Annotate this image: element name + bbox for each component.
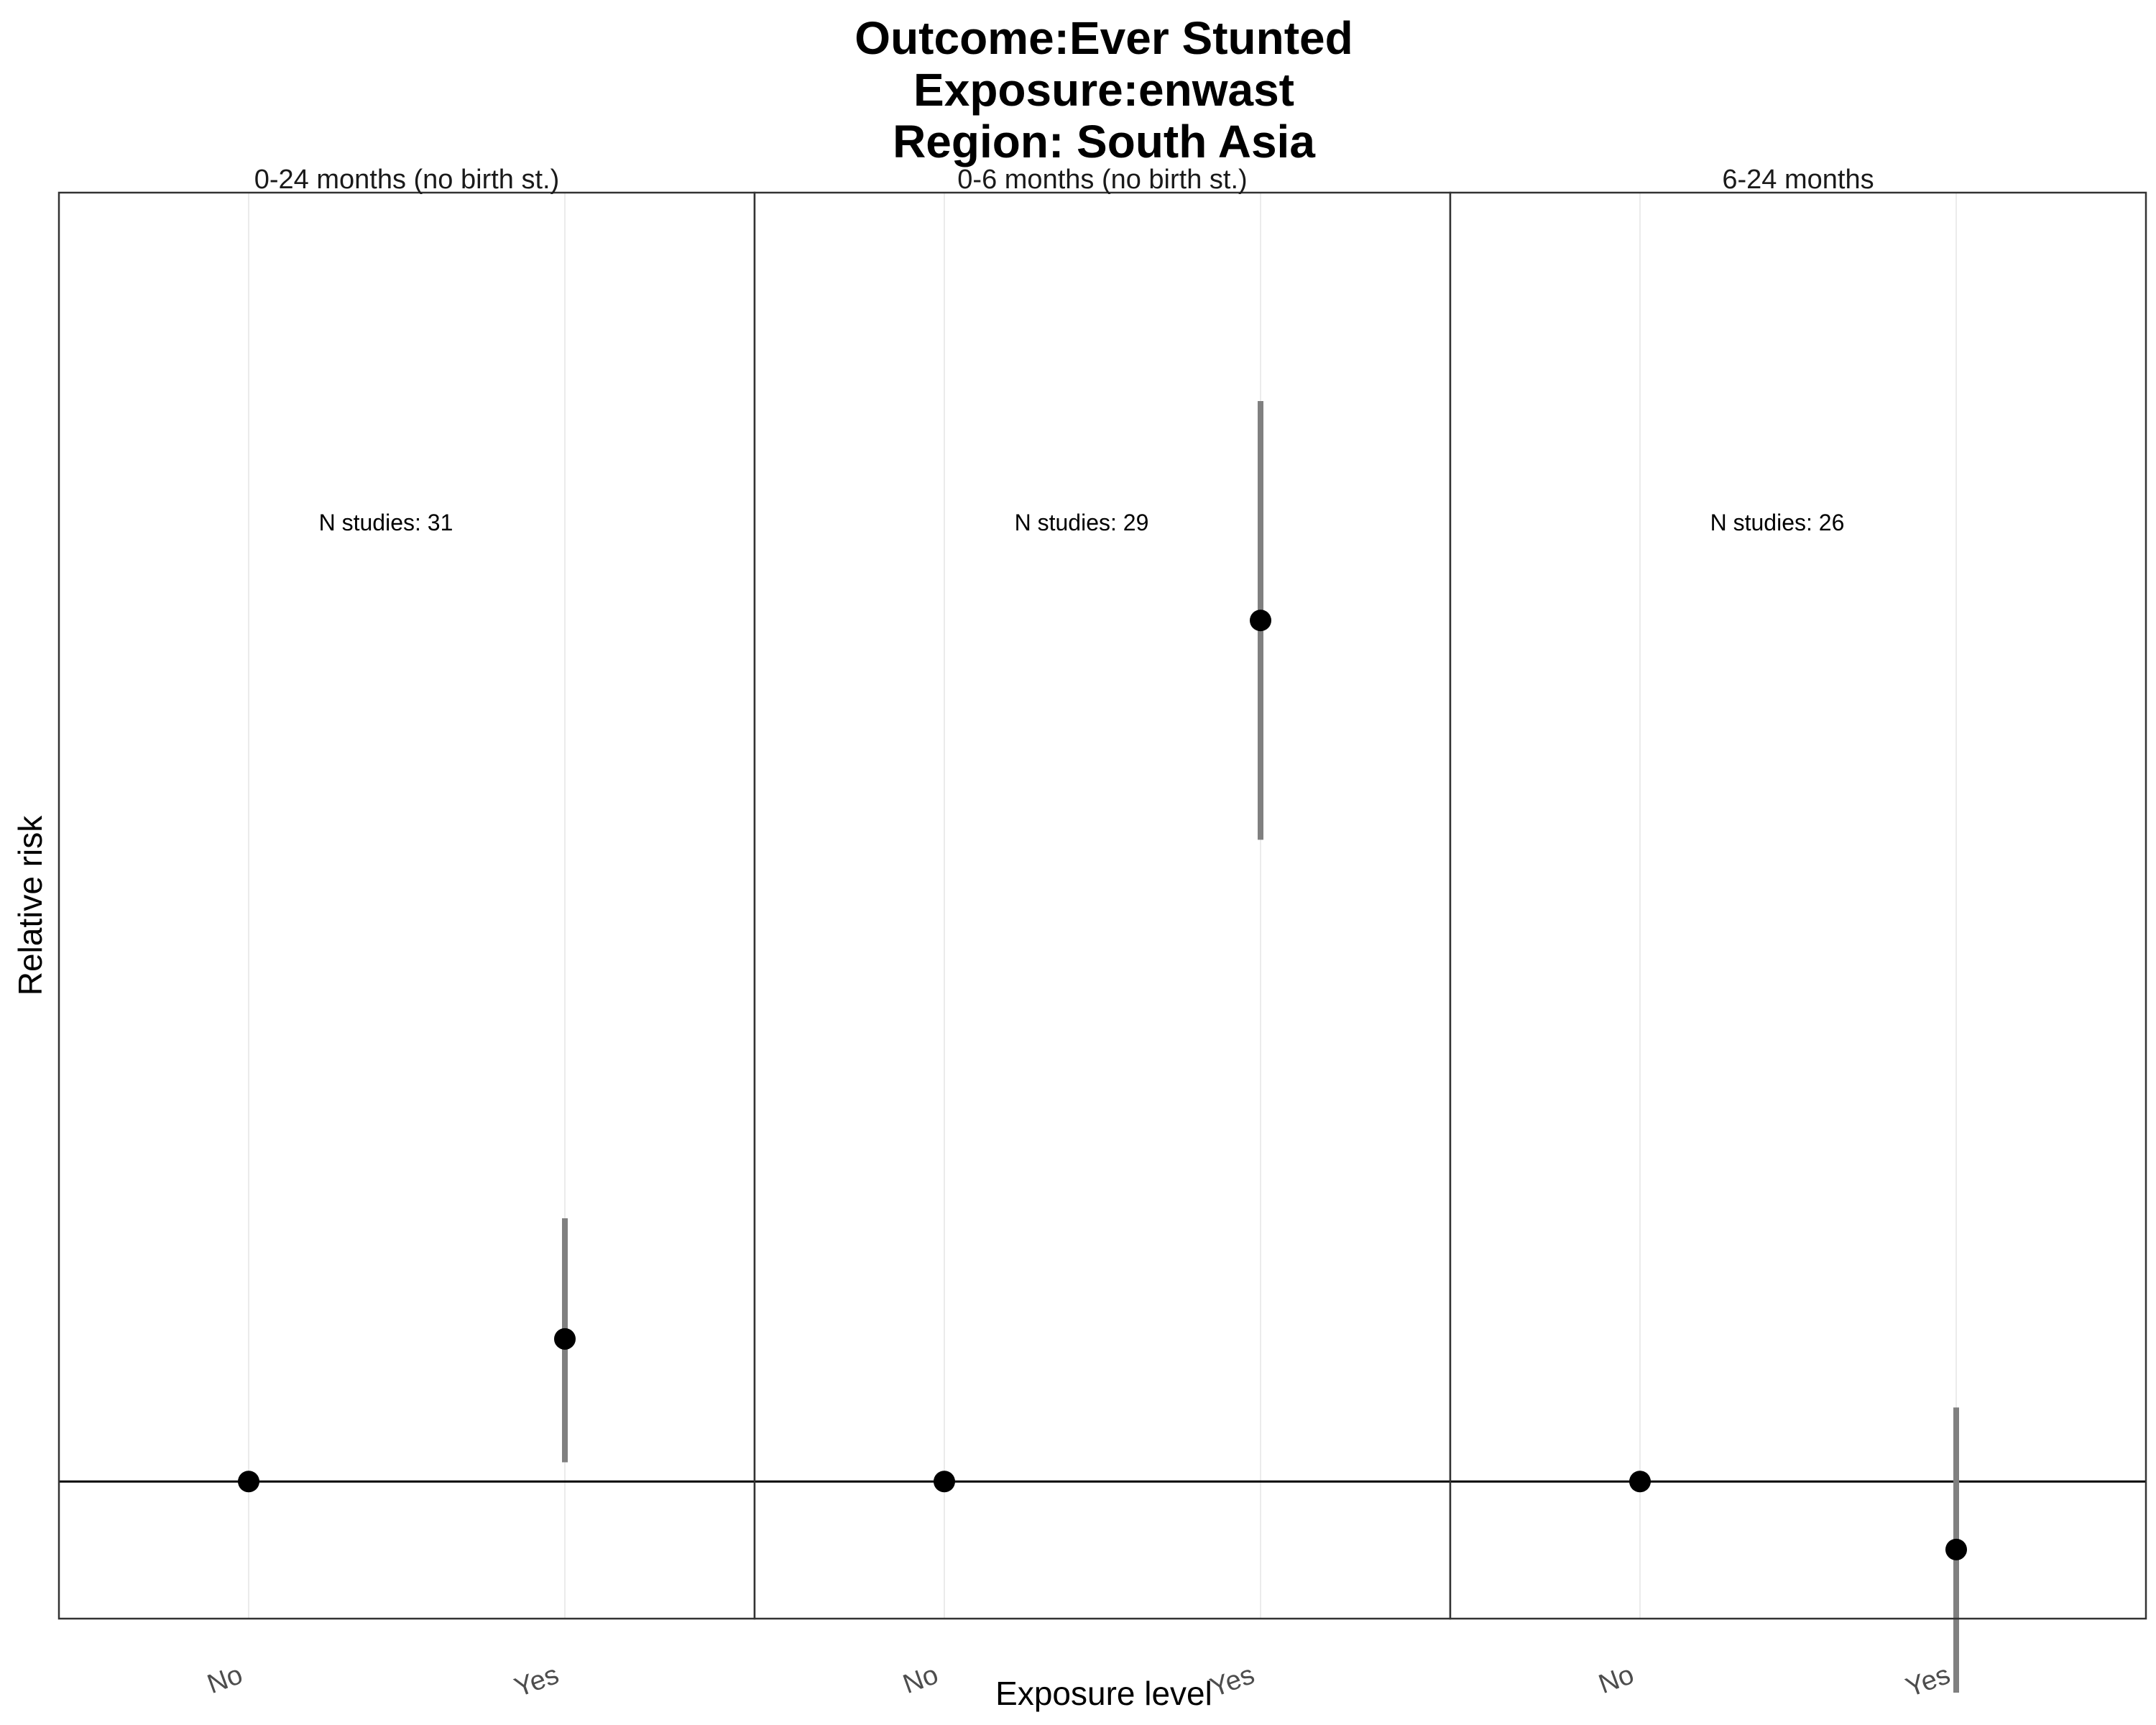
panel-strip-label: 6-24 months <box>1722 165 1874 195</box>
x-tick-label-yes: Yes <box>1902 1660 1954 1703</box>
point-no <box>238 1471 259 1493</box>
n-studies-annotation: N studies: 29 <box>1015 510 1149 535</box>
panel-background <box>755 193 1450 1619</box>
y-axis-label: Relative risk <box>11 815 49 996</box>
x-tick-label-yes: Yes <box>1206 1660 1258 1703</box>
n-studies-annotation: N studies: 26 <box>1710 510 1845 535</box>
panel-strip-label: 0-6 months (no birth st.) <box>957 165 1247 195</box>
chart-title: Outcome:Ever StuntedExposure:enwastRegio… <box>854 12 1353 167</box>
x-axis-label: Exposure level <box>995 1675 1212 1712</box>
chart-title-line-2: Exposure:enwast <box>913 64 1294 116</box>
point-yes <box>1945 1538 1967 1560</box>
chart-panels: N studies: 31 0-24 months (no birth st.) N… <box>57 165 2147 1703</box>
chart-title-line-3: Region: South Asia <box>893 116 1315 167</box>
panel-background <box>59 193 755 1619</box>
panel-border <box>1449 191 2147 1620</box>
panel-2: N studies: 29 0-6 months (no birth st.) No… <box>753 165 1452 1703</box>
panel-3: N studies: 26 6-24 months No Yes <box>1449 165 2147 1703</box>
panel-strip-label: 0-24 months (no birth st.) <box>254 165 560 195</box>
point-yes <box>554 1328 576 1350</box>
point-no <box>934 1471 955 1493</box>
point-no <box>1629 1471 1651 1493</box>
x-tick-label-no: No <box>1595 1660 1638 1700</box>
panel-background <box>1450 193 2146 1619</box>
chart-title-line-1: Outcome:Ever Stunted <box>854 12 1353 64</box>
x-tick-label-no: No <box>203 1660 247 1700</box>
panel-1: N studies: 31 0-24 months (no birth st.) N… <box>57 165 756 1703</box>
x-tick-label-yes: Yes <box>510 1660 563 1703</box>
n-studies-annotation: N studies: 31 <box>319 510 453 535</box>
point-yes <box>1250 610 1271 632</box>
x-tick-label-no: No <box>899 1660 942 1700</box>
